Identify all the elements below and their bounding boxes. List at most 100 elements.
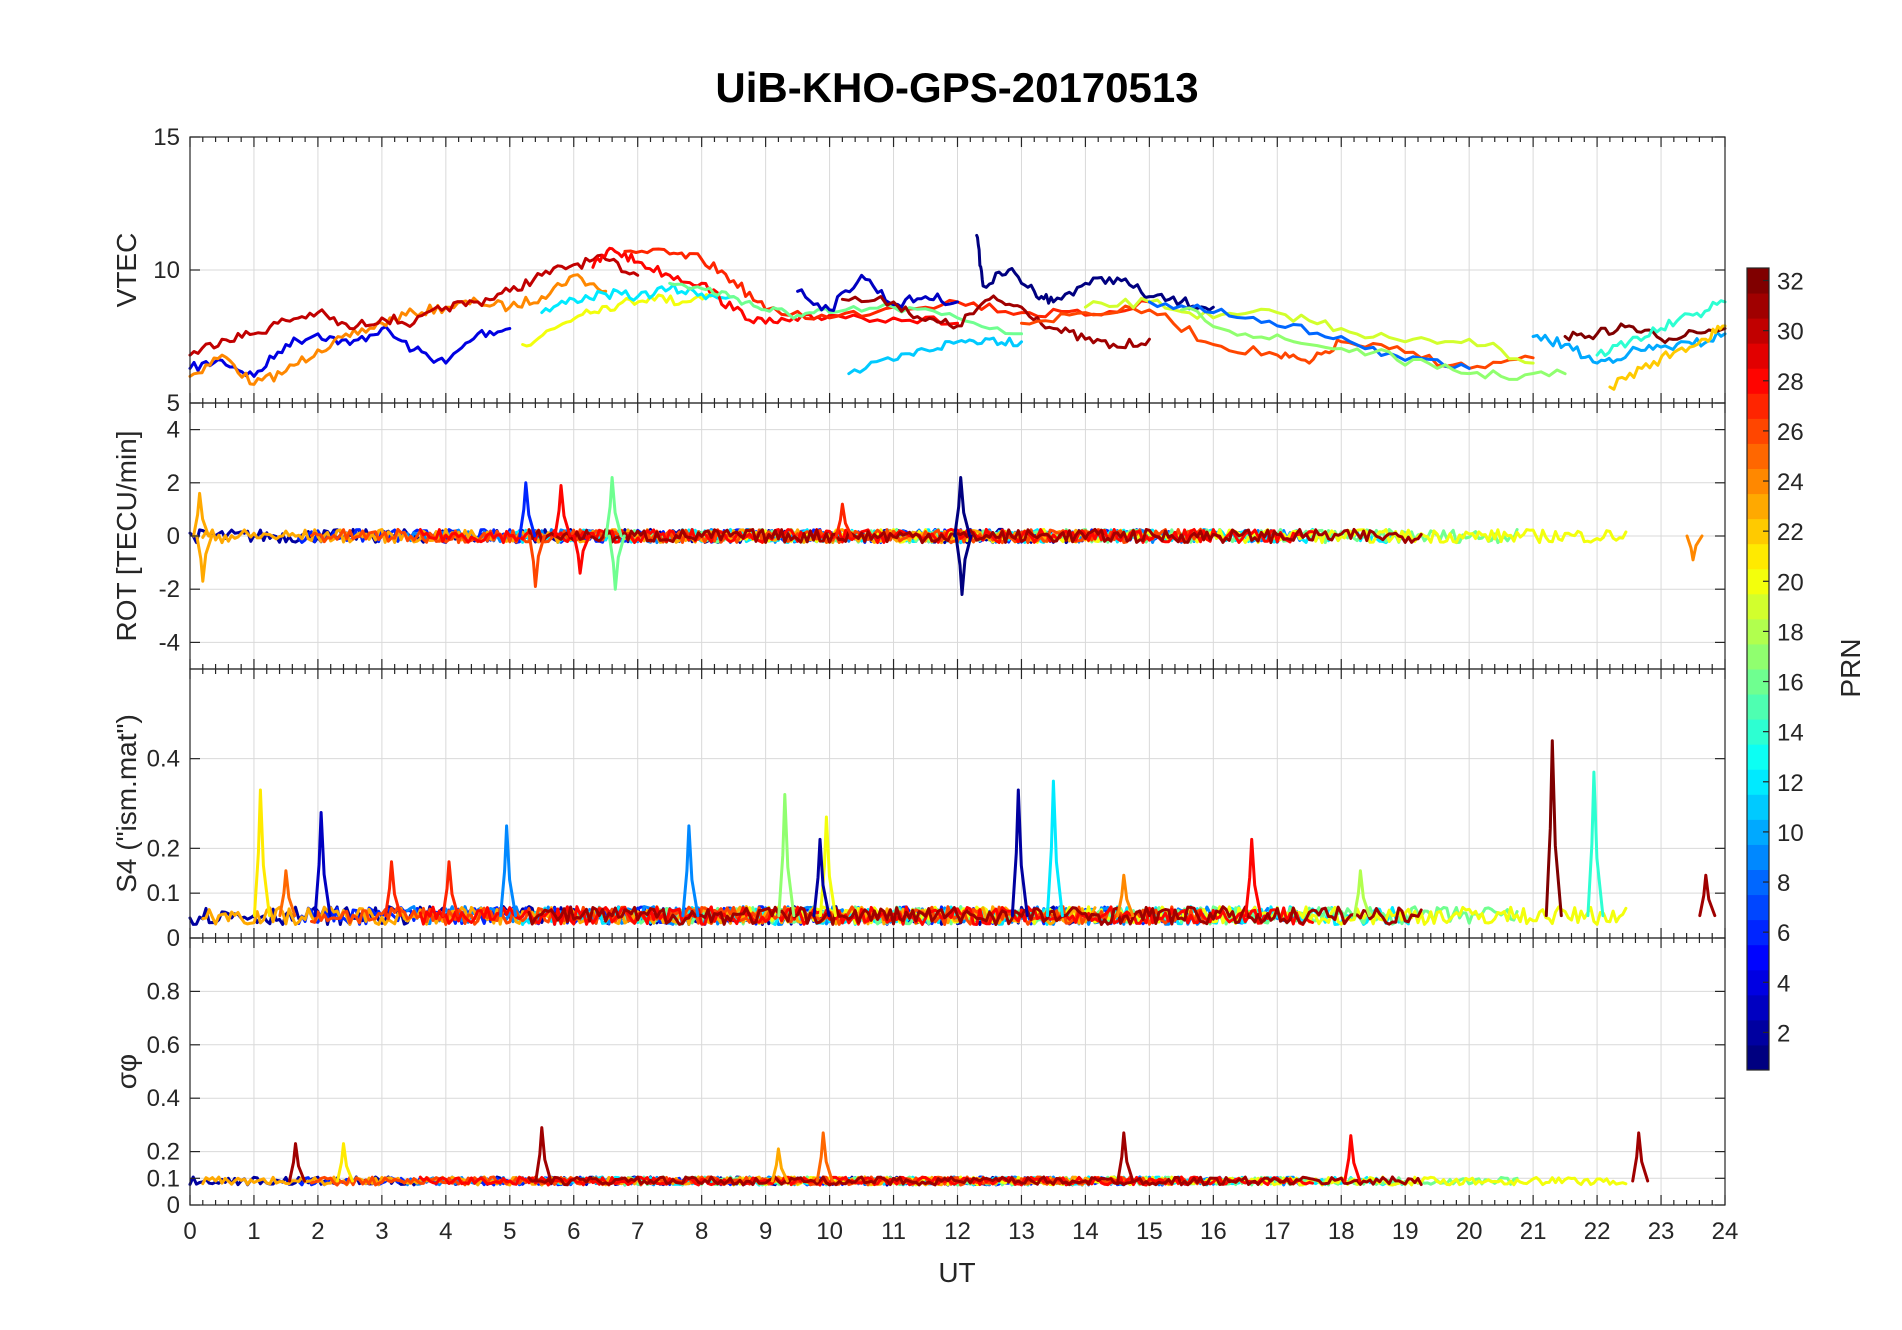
- colorbar-swatch-prn-12: [1747, 769, 1769, 795]
- sigma-phi-spike-prn-25: [815, 1131, 834, 1183]
- s4-spike-prn-9: [681, 824, 700, 918]
- vtec-series-prn-24: [188, 273, 608, 386]
- x-tick-label: 8: [695, 1218, 708, 1245]
- vtec-series-prn-22: [1608, 324, 1727, 391]
- s4-spike-prn-14: [1586, 770, 1605, 918]
- s4-ytick-label: 0.4: [147, 746, 180, 773]
- colorbar-tick-label: 18: [1777, 619, 1804, 646]
- colorbar-swatch-prn-7: [1747, 894, 1769, 921]
- rot-spike-prn-1: [954, 534, 973, 596]
- s4-spike-prn-25: [278, 869, 297, 918]
- rot-ytick-label: -4: [159, 629, 180, 656]
- rot-spike-prn-28: [572, 534, 591, 575]
- s4-spike-prn-27: [441, 860, 460, 918]
- colorbar-swatch-prn-1: [1747, 1044, 1769, 1071]
- vtec-series-prn-16: [668, 281, 1023, 336]
- rot-spike-prn-26: [527, 534, 546, 588]
- colorbar-swatch-prn-2: [1747, 1019, 1769, 1046]
- vtec-ytick-label: 5: [167, 390, 180, 417]
- colorbar-swatch-prn-23: [1747, 493, 1769, 520]
- colorbar-swatch-prn-26: [1747, 418, 1769, 444]
- x-tick-label: 12: [944, 1218, 971, 1245]
- sigma-phi-spike-prn-31: [1631, 1131, 1650, 1183]
- colorbar-tick-label: 10: [1777, 820, 1804, 847]
- s4-spike-prn-28: [1244, 837, 1263, 918]
- x-tick-label: 4: [439, 1218, 452, 1245]
- s4-spike-prn-31: [1698, 873, 1717, 918]
- colorbar-tick-label: 8: [1777, 870, 1790, 897]
- vtec-series-prn-14: [1595, 299, 1727, 358]
- colorbar-swatch-prn-9: [1747, 844, 1769, 870]
- rot-spike-prn-1: [953, 476, 972, 538]
- rot-ylabel: ROT [TECU/min]: [111, 430, 142, 641]
- rot-spike-prn-16: [607, 534, 626, 591]
- rot-spike-prn-23: [195, 534, 214, 583]
- x-tick-label: 20: [1456, 1218, 1483, 1245]
- x-tick-label: 14: [1072, 1218, 1099, 1245]
- vtec-series-prn-19: [1083, 296, 1535, 365]
- sigma-phi-ytick-label: 0.6: [147, 1032, 180, 1059]
- colorbar-tick-label: 6: [1777, 920, 1790, 947]
- rot-spike-prn-23: [192, 491, 211, 538]
- colorbar-tick-label: 32: [1777, 269, 1804, 296]
- s4-spike-prn-2: [1010, 788, 1029, 918]
- x-tick-label: 2: [311, 1218, 324, 1245]
- colorbar-swatch-prn-32: [1747, 268, 1769, 294]
- sigma-phi-spike-prn-31: [534, 1126, 553, 1183]
- rot-ytick-label: -2: [159, 576, 180, 603]
- x-tick-label: 11: [881, 1218, 906, 1245]
- vtec-ytick-label: 15: [153, 124, 180, 151]
- colorbar-swatch-prn-5: [1747, 944, 1769, 971]
- colorbar-tick-label: 20: [1777, 569, 1804, 596]
- x-tick-label: 5: [503, 1218, 516, 1245]
- sigma-phi-spike-prn-23: [770, 1147, 789, 1183]
- sigma-phi-ytick-label: 0.1: [147, 1165, 180, 1192]
- sigma-phi-spike-prn-28: [1343, 1134, 1362, 1183]
- colorbar-swatch-prn-10: [1747, 819, 1769, 845]
- rot-spike-prn-16: [604, 476, 623, 538]
- vtec-series-prn-11: [847, 336, 1023, 376]
- vtec-series-prn-26: [1020, 304, 1535, 370]
- vtec-series-prn-17: [1179, 306, 1567, 381]
- x-tick-label: 18: [1328, 1218, 1355, 1245]
- vtec-series-prn-12: [540, 282, 736, 315]
- x-tick-label: 17: [1264, 1218, 1291, 1245]
- x-tick-label: 7: [631, 1218, 644, 1245]
- s4-spike-prn-17: [777, 793, 796, 918]
- x-tick-label: 22: [1584, 1218, 1611, 1245]
- x-tick-label: 1: [247, 1218, 260, 1245]
- x-tick-label: 15: [1136, 1218, 1163, 1245]
- colorbar-tick-label: 16: [1777, 670, 1804, 697]
- sigma-phi-ytick-label: 0.4: [147, 1085, 180, 1112]
- vtec-series-prn-10: [1531, 330, 1727, 365]
- colorbar-tick-label: 24: [1777, 469, 1804, 496]
- sigma-phi-ytick-label: 0.8: [147, 978, 180, 1005]
- rot-panel: -4 -2 0 2 4 ROT [TECU/min]: [111, 402, 1726, 670]
- colorbar-frame: [1746, 267, 1770, 1071]
- x-tick-label: 13: [1008, 1218, 1035, 1245]
- x-tick-label: 6: [567, 1218, 580, 1245]
- vtec-series-prn-27: [623, 247, 1151, 321]
- colorbar-swatch-prn-30: [1747, 318, 1769, 344]
- colorbar-swatch-prn-28: [1747, 368, 1769, 394]
- s4-baseline-prn-31: [527, 905, 1423, 926]
- sigma-phi-traces: [188, 1126, 1650, 1187]
- vtec-series-prn-28: [591, 246, 959, 326]
- s4-ytick-label: 0.2: [147, 835, 180, 862]
- vtec-ylabel: VTEC: [111, 233, 142, 308]
- colorbar-swatch-prn-31: [1747, 293, 1769, 319]
- vtec-series-prn-3: [796, 273, 959, 312]
- s4-ytick-label: 0.1: [147, 880, 180, 907]
- colorbar-swatch-prn-15: [1747, 694, 1769, 720]
- colorbar-swatch-prn-13: [1747, 744, 1769, 770]
- x-tick-label: 3: [375, 1218, 388, 1245]
- colorbar-swatch-prn-3: [1747, 994, 1769, 1021]
- sigma-phi-ytick-label: 0: [167, 1192, 180, 1219]
- s4-spike-prn-24: [1116, 873, 1135, 918]
- s4-spike-prn-32: [1544, 739, 1563, 918]
- colorbar-swatch-prn-25: [1747, 443, 1769, 469]
- sigma-phi-ytick-label: 0.2: [147, 1139, 180, 1166]
- rot-baseline-prn-31: [527, 527, 1423, 545]
- vtec-series-prn-31: [840, 294, 1151, 350]
- s4-spike-prn-18: [1352, 869, 1371, 918]
